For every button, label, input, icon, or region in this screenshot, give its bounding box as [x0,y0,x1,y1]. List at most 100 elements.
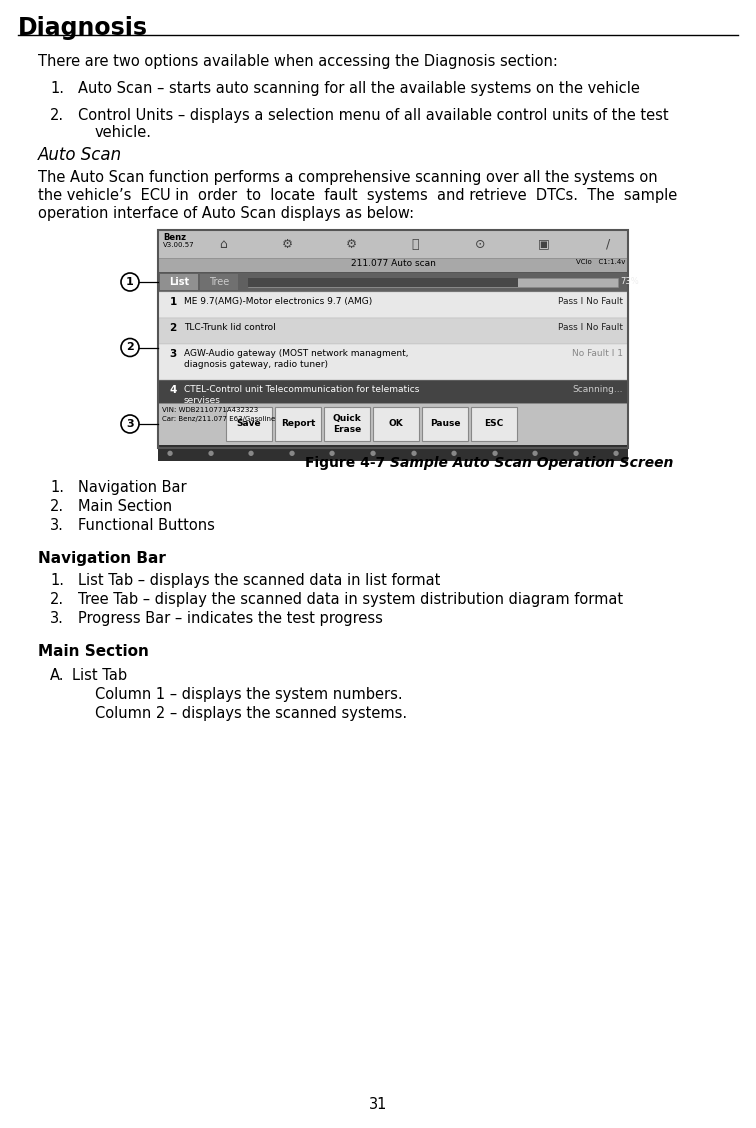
Text: the vehicle’s  ECU in  order  to  locate  fault  systems  and retrieve  DTCs.  T: the vehicle’s ECU in order to locate fau… [38,188,677,203]
Bar [158,258,628,272]
Text: Tree: Tree [209,277,229,287]
Bar [158,272,628,292]
Circle shape [121,415,139,433]
Bar [324,407,370,441]
Text: 3.: 3. [50,518,64,534]
Text: vehicle.: vehicle. [95,125,152,140]
Bar [158,403,628,446]
Text: ME 9.7(AMG)-Motor electronics 9.7 (AMG): ME 9.7(AMG)-Motor electronics 9.7 (AMG) [184,297,372,306]
Text: TLC-Trunk lid control: TLC-Trunk lid control [184,323,276,332]
Text: 1.: 1. [50,573,64,588]
Text: ⌂: ⌂ [219,238,227,250]
Text: 2: 2 [169,323,177,333]
Text: 73%: 73% [620,277,639,287]
Text: Sample Auto Scan Operation Screen: Sample Auto Scan Operation Screen [390,456,674,470]
Text: Figure 4-7: Figure 4-7 [305,456,390,470]
Text: Auto Scan: Auto Scan [38,146,122,164]
Bar [158,344,628,380]
Text: ●: ● [491,450,497,456]
Bar [373,407,419,441]
Text: ●: ● [572,450,578,456]
Text: Pass I No Fault: Pass I No Fault [558,297,623,306]
Text: Save: Save [237,420,262,429]
Text: ●: ● [207,450,214,456]
Text: V3.00.57: V3.00.57 [163,243,194,248]
Bar [158,292,628,403]
Text: Pass I No Fault: Pass I No Fault [558,323,623,332]
Text: 1.: 1. [50,481,64,495]
Circle shape [121,273,139,291]
Text: ●: ● [411,450,417,456]
Text: 1: 1 [169,297,177,307]
Text: 3: 3 [126,418,134,429]
Text: Main Section: Main Section [38,644,149,659]
Text: ●: ● [329,450,335,456]
Text: The Auto Scan function performs a comprehensive scanning over all the systems on: The Auto Scan function performs a compre… [38,170,658,185]
Text: Scanning...: Scanning... [572,385,623,394]
Text: Benz: Benz [163,233,186,243]
Text: Quick
Erase: Quick Erase [333,414,361,433]
Bar [275,407,321,441]
Text: Auto Scan – starts auto scanning for all the available systems on the vehicle: Auto Scan – starts auto scanning for all… [78,81,640,96]
Text: Report: Report [280,420,315,429]
Text: Pause: Pause [429,420,460,429]
Text: 3.: 3. [50,611,64,626]
Bar [200,274,238,290]
Text: 4: 4 [169,385,177,395]
Text: CTEL-Control unit Telecommunication for telematics: CTEL-Control unit Telecommunication for … [184,385,420,394]
Bar [158,292,628,318]
Text: 1: 1 [126,277,134,287]
Text: operation interface of Auto Scan displays as below:: operation interface of Auto Scan display… [38,206,414,221]
Bar [158,318,628,344]
Text: Car: Benz/211.077 E63/Gasoline: Car: Benz/211.077 E63/Gasoline [162,416,275,422]
Text: No Fault I 1: No Fault I 1 [572,349,623,358]
Text: Control Units – displays a selection menu of all available control units of the : Control Units – displays a selection men… [78,108,668,123]
Text: servises: servises [184,396,221,405]
Text: ESC: ESC [485,420,503,429]
Text: Functional Buttons: Functional Buttons [78,518,215,534]
Text: ●: ● [613,450,619,456]
Bar [158,446,628,461]
Text: ⊙: ⊙ [475,238,485,250]
Text: 211.077 Auto scan: 211.077 Auto scan [351,259,435,268]
Bar [160,274,198,290]
Circle shape [121,338,139,356]
Bar [248,277,518,287]
Bar [158,230,628,448]
Text: ●: ● [370,450,376,456]
Text: ⚙: ⚙ [345,238,357,250]
Text: ●: ● [167,450,173,456]
Text: Tree Tab – display the scanned data in system distribution diagram format: Tree Tab – display the scanned data in s… [78,592,623,607]
Text: List Tab – displays the scanned data in list format: List Tab – displays the scanned data in … [78,573,441,588]
Text: ●: ● [532,450,538,456]
Text: VCIo   C1:1.4v: VCIo C1:1.4v [575,259,625,265]
Text: A.: A. [50,668,64,682]
Text: VIN: WDB2110771A432323: VIN: WDB2110771A432323 [162,407,259,413]
Text: 3: 3 [169,349,177,359]
Text: ▣: ▣ [538,238,550,250]
Text: 2.: 2. [50,592,64,607]
Bar [471,407,517,441]
Text: There are two options available when accessing the Diagnosis section:: There are two options available when acc… [38,54,558,69]
Text: ⚙: ⚙ [281,238,293,250]
Text: Diagnosis: Diagnosis [18,16,148,39]
Text: 2.: 2. [50,108,64,123]
Bar [248,277,618,287]
Bar [158,230,628,258]
Text: /: / [606,238,610,250]
Text: Column 1 – displays the system numbers.: Column 1 – displays the system numbers. [95,687,403,702]
Text: Column 2 – displays the scanned systems.: Column 2 – displays the scanned systems. [95,706,407,721]
Text: Navigation Bar: Navigation Bar [38,550,166,566]
Text: Main Section: Main Section [78,499,172,514]
Text: ●: ● [451,450,457,456]
Text: 2: 2 [126,343,134,352]
Text: 2.: 2. [50,499,64,514]
Text: ⎙: ⎙ [412,238,420,250]
Bar [226,407,272,441]
Text: Progress Bar – indicates the test progress: Progress Bar – indicates the test progre… [78,611,383,626]
Text: ●: ● [289,450,295,456]
Bar [422,407,468,441]
Text: List: List [169,277,189,287]
Text: diagnosis gateway, radio tuner): diagnosis gateway, radio tuner) [184,360,328,369]
Text: 1.: 1. [50,81,64,96]
